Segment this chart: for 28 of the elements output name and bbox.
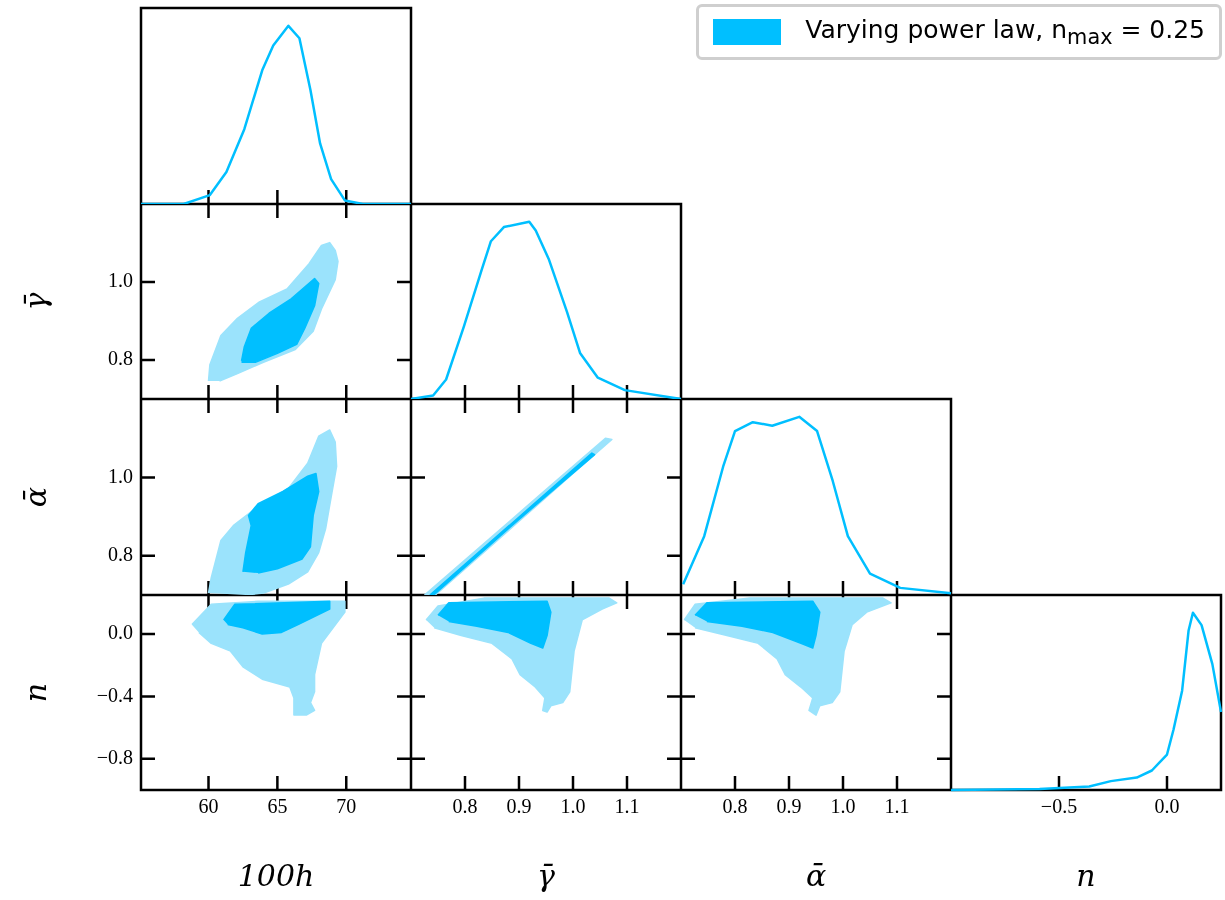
- legend-label: Varying power law, n$_{max}$ = 0.25: [805, 15, 1205, 49]
- y-tick-label: 0.8: [108, 347, 133, 370]
- y-axis-title: γ̄: [17, 292, 53, 311]
- y-tick-label: −0.8: [96, 746, 133, 769]
- x-tick-label: −0.5: [1040, 795, 1078, 818]
- y-tick-label: 1.0: [108, 464, 133, 487]
- x-axis-title: γ̄: [537, 857, 556, 893]
- x-tick-label: 0.0: [1154, 795, 1180, 818]
- y-tick-label: 0.8: [108, 543, 133, 566]
- x-tick-label: 60: [198, 795, 219, 818]
- x-tick-label: 1.1: [614, 795, 640, 818]
- y-tick-label: −0.4: [96, 683, 133, 706]
- x-tick-label: 1.1: [884, 795, 910, 818]
- y-axis-title: n: [17, 682, 53, 703]
- x-tick-label: 0.8: [452, 795, 478, 818]
- x-tick-label: 0.8: [722, 795, 748, 818]
- x-tick-label: 1.0: [560, 795, 586, 818]
- y-tick-label: 0.0: [108, 621, 133, 644]
- x-axis-title: n: [1076, 857, 1096, 893]
- x-tick-label: 70: [336, 795, 357, 818]
- y-axis-title: ᾱ: [17, 486, 53, 508]
- x-axis-title: ᾱ: [805, 857, 827, 893]
- x-tick-label: 0.9: [776, 795, 802, 818]
- x-tick-label: 1.0: [830, 795, 856, 818]
- y-tick-label: 1.0: [108, 269, 133, 292]
- x-tick-label: 0.9: [506, 795, 532, 818]
- x-tick-label: 65: [267, 795, 288, 818]
- x-axis-title: 100h: [237, 857, 315, 893]
